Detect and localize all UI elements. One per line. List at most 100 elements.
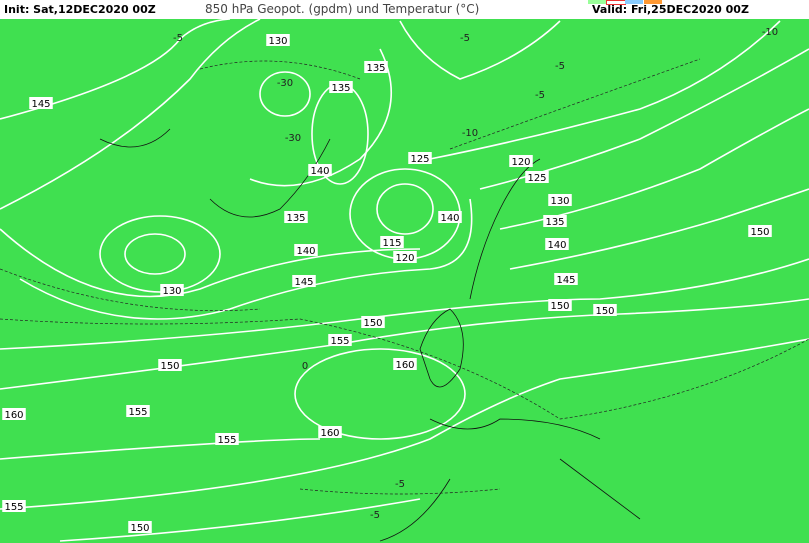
label-box bbox=[126, 405, 150, 417]
geopotential-label-text: 145 bbox=[556, 275, 575, 286]
geopotential-label: 135 bbox=[284, 211, 308, 224]
label-box bbox=[593, 304, 617, 316]
label-box bbox=[554, 273, 578, 285]
geopotential-label-text: 135 bbox=[545, 217, 564, 228]
geopotential-label-text: 115 bbox=[382, 238, 401, 249]
label-box bbox=[361, 316, 385, 328]
geopotential-label-text: 150 bbox=[130, 523, 149, 534]
label-box bbox=[318, 426, 342, 438]
label-box bbox=[292, 275, 316, 287]
temperature-label: -30 bbox=[285, 133, 301, 144]
geopotential-label-text: 135 bbox=[366, 63, 385, 74]
label-box bbox=[364, 61, 388, 73]
geopotential-label: 140 bbox=[294, 244, 318, 257]
temperature-label: -5 bbox=[460, 33, 470, 44]
label-box bbox=[266, 34, 290, 46]
temperature-label: -10 bbox=[762, 27, 778, 38]
geopotential-label: 160 bbox=[2, 408, 26, 421]
geopotential-label-text: 160 bbox=[395, 360, 414, 371]
map-canvas: 130 145 135 140 150 130 135 140 125 120 125 130 135 1… bbox=[0, 19, 809, 543]
nav-swatch-green[interactable] bbox=[588, 0, 606, 4]
geopotential-contours bbox=[0, 19, 809, 542]
coastlines bbox=[99, 128, 641, 542]
geopotential-label: 135 bbox=[364, 61, 388, 74]
valid-time: Valid: Fri,25DEC2020 00Z bbox=[592, 3, 749, 16]
geopotential-label: 125 bbox=[408, 152, 432, 165]
geopotential-label-text: 125 bbox=[410, 154, 429, 165]
temperature-label-text: -5 bbox=[173, 33, 183, 44]
label-box bbox=[328, 334, 352, 346]
geopotential-label: 140 bbox=[438, 211, 462, 224]
temperature-label: -5 bbox=[555, 61, 565, 72]
geopotential-label: 160 bbox=[393, 358, 417, 371]
label-box bbox=[308, 164, 332, 176]
temperature-label-text: -5 bbox=[555, 61, 565, 72]
temperature-label: -5 bbox=[395, 479, 405, 490]
geopotential-label-text: 140 bbox=[547, 240, 566, 251]
geopotential-label: 150 bbox=[128, 521, 152, 534]
geopotential-label: 125 bbox=[525, 171, 549, 184]
geopotential-label-text: 155 bbox=[217, 435, 236, 446]
temperature-label-text: 0 bbox=[302, 361, 308, 372]
geopotential-label: 130 bbox=[266, 34, 290, 47]
geopotential-label-text: 120 bbox=[395, 253, 414, 264]
nav-swatch-current[interactable] bbox=[606, 0, 626, 5]
temperature-label-text: -30 bbox=[285, 133, 301, 144]
label-box bbox=[294, 244, 318, 256]
geopotential-label-text: 155 bbox=[4, 502, 23, 513]
init-time: Init: Sat,12DEC2020 00Z bbox=[4, 3, 156, 16]
temperature-label-text: -30 bbox=[277, 78, 293, 89]
geopotential-label: 155 bbox=[215, 433, 239, 446]
label-box bbox=[284, 211, 308, 223]
geopotential-label: 155 bbox=[328, 334, 352, 347]
geopotential-label: 150 bbox=[548, 299, 572, 312]
label-box bbox=[380, 236, 404, 248]
geopotential-label-text: 130 bbox=[162, 286, 181, 297]
temperature-label-text: -5 bbox=[535, 90, 545, 101]
label-box bbox=[438, 211, 462, 223]
label-box bbox=[128, 521, 152, 533]
label-box bbox=[2, 408, 26, 420]
geopotential-label: 140 bbox=[545, 238, 569, 251]
geopotential-label-text: 135 bbox=[331, 83, 350, 94]
geopotential-label-text: 145 bbox=[294, 277, 313, 288]
geopotential-label-text: 150 bbox=[550, 301, 569, 312]
geopotential-label: 155 bbox=[2, 500, 26, 513]
label-box bbox=[545, 238, 569, 250]
geopotential-label-text: 130 bbox=[268, 36, 287, 47]
geopotential-label-text: 155 bbox=[128, 407, 147, 418]
label-box bbox=[548, 194, 572, 206]
geopotential-label-text: 160 bbox=[320, 428, 339, 439]
geopotential-label-text: 145 bbox=[31, 99, 50, 110]
geopotential-label-text: 135 bbox=[286, 213, 305, 224]
geopotential-label: 155 bbox=[126, 405, 150, 418]
contour-labels: 130 145 135 140 150 130 135 140 125 120 125 130 135 1… bbox=[2, 27, 778, 534]
geopotential-label-text: 155 bbox=[330, 336, 349, 347]
geopotential-label-text: 140 bbox=[310, 166, 329, 177]
geopotential-label-text: 125 bbox=[527, 173, 546, 184]
nav-swatch-blue[interactable] bbox=[625, 0, 643, 4]
temperature-label-text: -10 bbox=[762, 27, 778, 38]
label-box bbox=[393, 358, 417, 370]
label-box bbox=[408, 152, 432, 164]
geopotential-label-text: 160 bbox=[4, 410, 23, 421]
geopotential-label: 135 bbox=[329, 81, 353, 94]
geopotential-label: 160 bbox=[318, 426, 342, 439]
geopotential-label-text: 130 bbox=[550, 196, 569, 207]
label-box bbox=[158, 359, 182, 371]
label-box bbox=[748, 225, 772, 237]
label-box bbox=[543, 215, 567, 227]
geopotential-label: 150 bbox=[593, 304, 617, 317]
label-box bbox=[525, 171, 549, 183]
geopotential-label: 150 bbox=[158, 359, 182, 372]
temperature-label: -10 bbox=[462, 128, 478, 139]
temperature-label: -5 bbox=[535, 90, 545, 101]
temperature-label-text: -5 bbox=[370, 510, 380, 521]
label-box bbox=[548, 299, 572, 311]
geopotential-label-text: 150 bbox=[750, 227, 769, 238]
label-box bbox=[329, 81, 353, 93]
geopotential-label: 145 bbox=[292, 275, 316, 288]
label-box bbox=[160, 284, 184, 296]
nav-swatch-orange[interactable] bbox=[644, 0, 662, 4]
